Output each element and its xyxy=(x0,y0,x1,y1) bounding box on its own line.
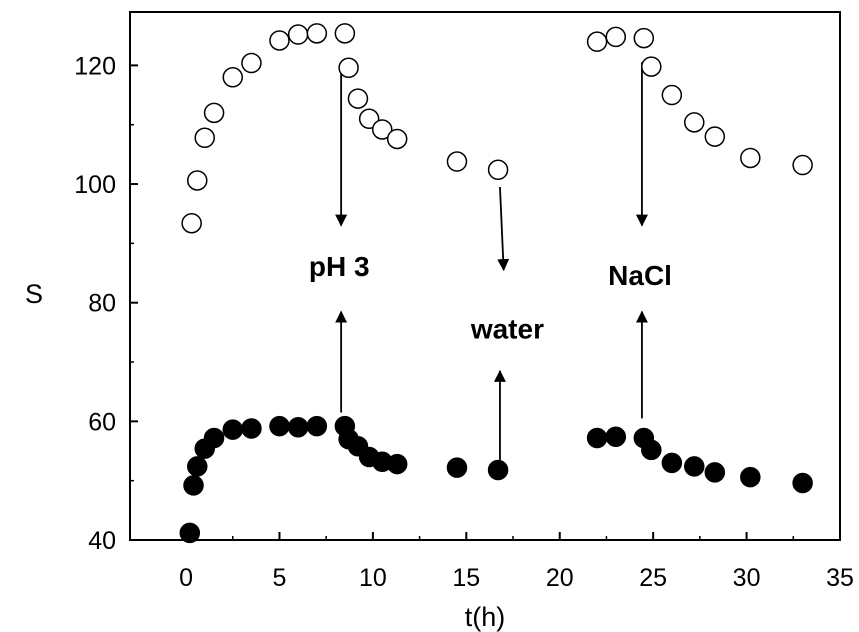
x-tick-label: 30 xyxy=(733,564,761,592)
open-data-point xyxy=(347,88,369,109)
open-data-point xyxy=(194,127,215,149)
x-tick-label: 25 xyxy=(639,564,667,592)
filled-data-point xyxy=(740,466,761,488)
x-tick-label: 5 xyxy=(273,564,287,592)
filled-data-point xyxy=(386,453,408,475)
x-tick-label: 10 xyxy=(359,564,387,592)
open-data-point xyxy=(633,27,655,49)
open-data-point xyxy=(334,23,356,44)
y-tick-label: 40 xyxy=(88,527,116,555)
open-data-point xyxy=(371,119,393,140)
filled-data-point xyxy=(241,418,262,439)
y-tick-label: 120 xyxy=(74,52,116,80)
open-data-point xyxy=(181,212,202,234)
filled-data-point xyxy=(269,415,290,437)
filled-data-point xyxy=(179,522,201,544)
annotation-label: water xyxy=(470,313,544,344)
filled-data-point xyxy=(446,457,468,478)
annotation-arrow xyxy=(497,186,510,272)
filled-data-point xyxy=(287,417,309,438)
annotation-label: pH 3 xyxy=(309,251,370,282)
open-data-point xyxy=(306,23,328,44)
filled-data-point xyxy=(641,439,662,461)
x-tick-label: 15 xyxy=(452,564,480,592)
data-points xyxy=(179,23,813,544)
filled-data-point xyxy=(487,459,509,481)
x-axis-title: t(h) xyxy=(465,602,506,632)
open-data-point xyxy=(203,102,225,124)
open-data-point xyxy=(269,30,290,51)
x-tick-label: 20 xyxy=(546,564,574,592)
open-data-point xyxy=(446,151,468,172)
open-data-point xyxy=(487,159,509,181)
open-data-point xyxy=(187,170,208,191)
annotations: pH 3 water NaCl xyxy=(309,251,672,344)
filled-data-point xyxy=(684,456,705,477)
open-data-point xyxy=(641,56,662,77)
open-data-point xyxy=(586,31,608,52)
filled-data-point xyxy=(187,456,208,477)
filled-data-point xyxy=(704,462,726,483)
open-data-point xyxy=(704,126,726,147)
open-data-point xyxy=(684,112,705,133)
filled-data-point xyxy=(586,427,608,449)
open-data-point xyxy=(740,147,761,169)
x-tick-label: 35 xyxy=(826,564,854,592)
filled-data-point xyxy=(605,426,627,448)
y-axis-title: S xyxy=(25,279,43,309)
filled-data-point xyxy=(792,472,813,494)
filled-data-point xyxy=(222,419,244,440)
open-data-point xyxy=(287,24,309,45)
plot-frame xyxy=(129,11,841,541)
filled-data-point xyxy=(203,427,225,449)
open-data-point xyxy=(222,67,244,88)
annotation-arrows xyxy=(335,62,648,460)
open-data-point xyxy=(661,84,683,106)
y-tick-label: 60 xyxy=(88,408,116,436)
y-tick-label: 100 xyxy=(74,171,116,199)
filled-data-point xyxy=(306,415,328,437)
open-data-point xyxy=(241,52,262,74)
filled-data-point xyxy=(661,452,683,474)
x-tick-label: 0 xyxy=(179,564,193,592)
annotation-label: NaCl xyxy=(608,260,672,291)
open-data-point xyxy=(605,26,627,48)
open-data-point xyxy=(338,57,359,79)
open-data-point xyxy=(792,154,813,176)
open-data-point xyxy=(386,128,408,150)
axis-ticks: 0 5 10 15 20 25 30 35 40 60 80 100 120 xyxy=(74,52,854,592)
filled-data-point xyxy=(183,475,204,496)
y-tick-label: 80 xyxy=(88,290,116,318)
